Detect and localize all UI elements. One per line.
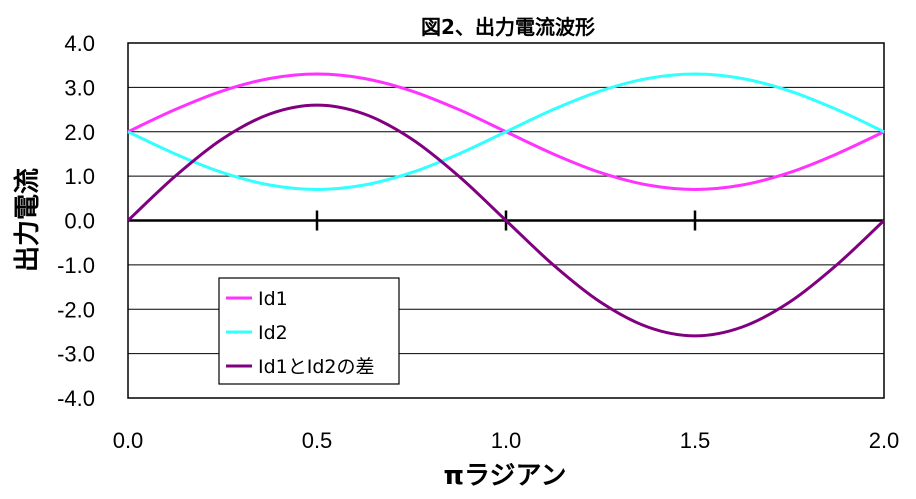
y-tick-label: -4.0 <box>57 386 95 411</box>
series-line-3 <box>126 103 886 338</box>
y-tick-label: 1.0 <box>64 164 95 189</box>
x-tick-label: 0.5 <box>302 428 333 453</box>
y-tick-label: -3.0 <box>57 342 95 367</box>
legend-label-3: Id1とId2の差 <box>258 356 375 378</box>
chart-title: 図2、出力電流波形 <box>421 15 595 39</box>
y-tick-label: -2.0 <box>57 297 95 322</box>
y-tick-label: -1.0 <box>57 253 95 278</box>
y-tick-label: 3.0 <box>64 75 95 100</box>
legend-label-2: Id2 <box>258 322 288 344</box>
y-tick-label: 0.0 <box>64 209 95 234</box>
y-tick-label: 2.0 <box>64 120 95 145</box>
x-axis-title: πラジアン <box>443 461 566 491</box>
legend-label-1: Id1 <box>258 288 288 310</box>
x-tick-label: 1.0 <box>491 428 522 453</box>
x-tick-label: 1.5 <box>680 428 711 453</box>
x-tick-label: 2.0 <box>869 428 900 453</box>
y-axis-title: 出力電流 <box>13 168 43 272</box>
y-tick-labels: 4.0 3.0 2.0 1.0 0.0 -1.0 -2.0 -3.0 -4.0 <box>57 31 95 411</box>
series-lines <box>126 72 886 338</box>
series-line-2 <box>127 72 885 191</box>
legend: Id1 Id2 Id1とId2の差 <box>218 277 400 385</box>
y-tick-label: 4.0 <box>64 31 95 56</box>
x-tick-label: 0.0 <box>113 428 144 453</box>
x-tick-labels: 0.0 0.5 1.0 1.5 2.0 <box>113 428 900 453</box>
